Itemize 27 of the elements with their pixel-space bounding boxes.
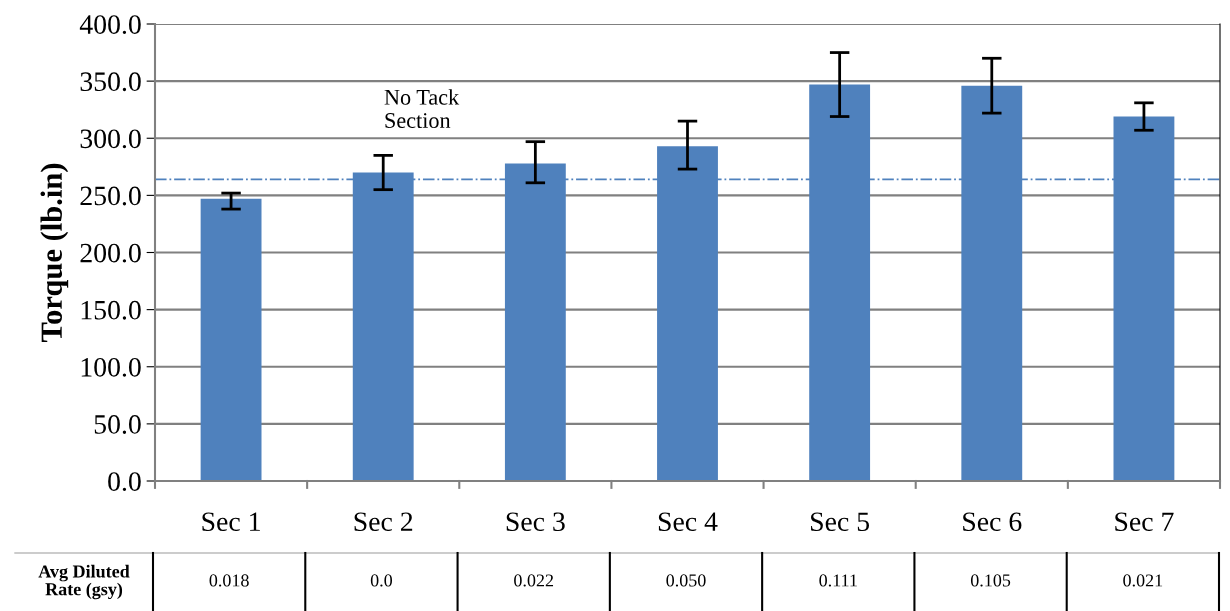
text: 0.111 bbox=[819, 574, 857, 587]
y-tick-label: 100.0 bbox=[81, 357, 141, 377]
x-tick-label: Sec 5 bbox=[811, 512, 870, 532]
text: 0.021 bbox=[1123, 574, 1163, 587]
text: 0.018 bbox=[209, 574, 249, 587]
x-tick-label: Sec 7 bbox=[1115, 512, 1174, 532]
y-tick-label: 250.0 bbox=[80, 186, 141, 206]
y-tick-label: 50.0 bbox=[94, 415, 141, 434]
y-tick-label: 300.0 bbox=[80, 129, 141, 149]
x-tick-label: Sec 4 bbox=[658, 512, 718, 532]
x-tick-label: Sec 6 bbox=[963, 512, 1022, 532]
x-tick-label: Sec 1 bbox=[202, 512, 260, 532]
annotation: No Tack Section bbox=[384, 89, 460, 129]
text: Avg Diluted Rate (gsy) bbox=[38, 564, 130, 600]
x-tick-label: Sec 2 bbox=[354, 512, 413, 532]
text: 0.022 bbox=[514, 574, 554, 587]
y-tick-label: 200.0 bbox=[80, 243, 141, 263]
y-axis-title: Torque (lb.in) bbox=[40, 163, 69, 343]
bar bbox=[200, 198, 262, 481]
y-tick-label: 150.0 bbox=[81, 300, 141, 320]
x-tick-label: Sec 3 bbox=[506, 512, 565, 532]
text: 0.0 bbox=[370, 574, 393, 587]
y-tick-label: 350.0 bbox=[80, 72, 141, 92]
y-tick-label: 400.0 bbox=[79, 15, 141, 35]
y-tick-label: 0.0 bbox=[108, 472, 141, 492]
text: 0.050 bbox=[666, 574, 706, 587]
text: 0.105 bbox=[970, 574, 1011, 587]
